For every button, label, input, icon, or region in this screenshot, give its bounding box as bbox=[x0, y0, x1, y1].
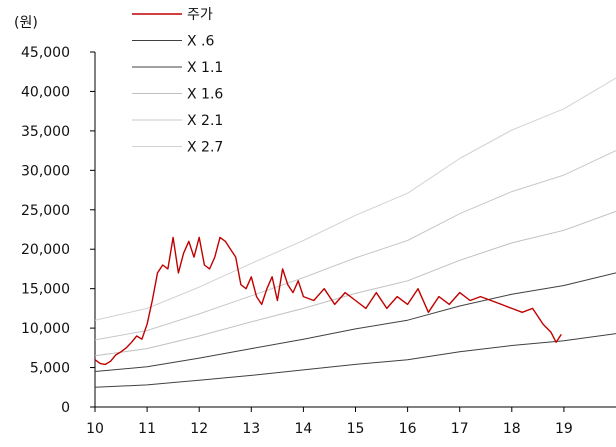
x-tick-label: 19 bbox=[555, 421, 573, 437]
x-tick-label: 16 bbox=[399, 421, 417, 437]
x-tick-label: 14 bbox=[294, 421, 312, 437]
legend-label: 주가 bbox=[187, 7, 213, 23]
series-lines bbox=[94, 77, 616, 388]
y-tick-label: 40,000 bbox=[21, 84, 70, 100]
legend-label: X 2.1 bbox=[187, 113, 223, 129]
series-line-3 bbox=[94, 210, 616, 357]
series-line-4 bbox=[94, 150, 616, 341]
series-line-1 bbox=[94, 333, 616, 388]
legend-label: X 1.6 bbox=[187, 87, 223, 103]
legend-label: X .6 bbox=[187, 34, 214, 50]
legend-label: X 1.1 bbox=[187, 60, 223, 76]
y-tick-label: 30,000 bbox=[21, 163, 70, 179]
series-line-2 bbox=[94, 272, 616, 372]
x-tick-label: 17 bbox=[451, 421, 469, 437]
x-tick-label: 10 bbox=[86, 421, 104, 437]
y-tick-label: 35,000 bbox=[21, 124, 70, 140]
y-tick-label: 0 bbox=[61, 400, 70, 416]
y-axis: 0 5,000 10,000 15,000 20,000 25,000 30,000 35,0… bbox=[21, 45, 96, 416]
y-tick-label: 20,000 bbox=[21, 242, 70, 258]
y-tick-label: 5,000 bbox=[30, 361, 70, 377]
x-tick-label: 12 bbox=[190, 421, 208, 437]
x-tick-label: 13 bbox=[242, 421, 260, 437]
series-line-0 bbox=[94, 236, 562, 366]
legend: 주가 X .6 X 1.1 X 1.6 X 2.1 X 2.7 bbox=[132, 7, 223, 156]
legend-label: X 2.7 bbox=[187, 140, 223, 156]
x-tick-label: 18 bbox=[503, 421, 521, 437]
y-tick-label: 25,000 bbox=[21, 203, 70, 219]
series-line-5 bbox=[94, 77, 616, 321]
y-tick-label: 45,000 bbox=[21, 45, 70, 61]
x-axis: 10 11 12 13 14 15 16 17 18 19 bbox=[86, 406, 616, 437]
y-tick-label: 10,000 bbox=[21, 321, 70, 337]
x-tick-label: 11 bbox=[138, 421, 156, 437]
y-unit-label: (원) bbox=[14, 15, 38, 31]
y-tick-label: 15,000 bbox=[21, 282, 70, 298]
x-tick-label: 15 bbox=[347, 421, 365, 437]
